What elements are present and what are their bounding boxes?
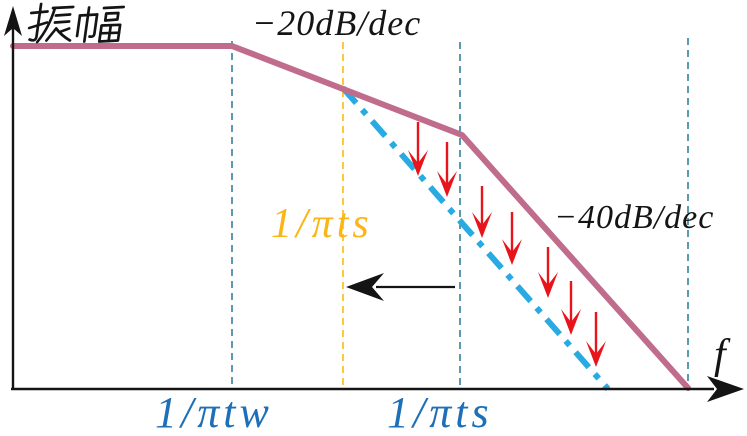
x-axis-arrowhead-icon [707,376,744,402]
x-axis-label: f [714,332,726,378]
red-down-arrow-icon-5 [538,272,558,298]
shift-left-arrowhead-icon [346,273,384,301]
red-down-arrow-icon-6 [561,309,581,335]
shifted-asymptote [340,86,611,391]
slope-label-40db: −40dB/dec [554,199,715,236]
slope-label-20db: −20dB/dec [252,3,422,43]
red-down-arrow-icon-1 [408,150,428,176]
red-down-arrow-icon-7 [586,341,606,367]
y-axis-label-glyphs [27,2,126,44]
red-down-arrow-icon-3 [472,212,492,238]
y-axis-arrowhead-icon [4,6,22,36]
red-down-arrow-icon-4 [502,239,522,265]
y-axis-label: 振幅 [22,0,110,40]
corner-frequency-label-tw: 1/πtw [155,388,273,436]
glyph-zhen [27,2,75,44]
corner-frequency-label-ts: 1/πts [387,388,493,436]
bode-magnitude-curve [10,43,691,391]
shifted-corner-frequency-label: 1/πts [271,201,373,247]
glyph-fu [75,5,126,43]
red-down-arrow-icon-2 [437,171,457,197]
